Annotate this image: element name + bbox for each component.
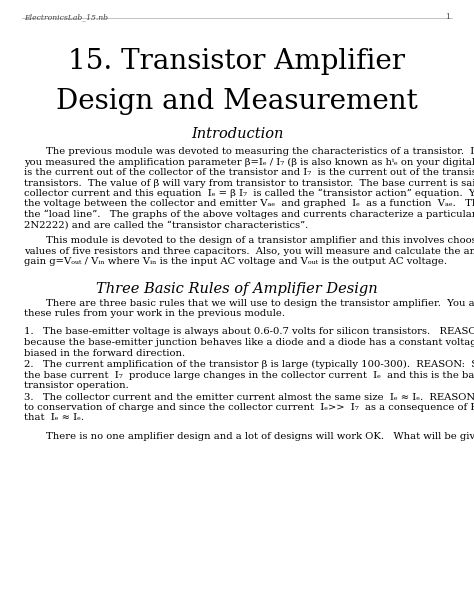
Text: 15. Transistor Amplifier: 15. Transistor Amplifier bbox=[69, 48, 405, 75]
Text: Introduction: Introduction bbox=[191, 127, 283, 141]
Text: you measured the amplification parameter β=Iₑ / I₇ (β is also known as hⁱₑ on yo: you measured the amplification parameter… bbox=[24, 158, 474, 167]
Text: 2N2222) and are called the “transistor characteristics”.: 2N2222) and are called the “transistor c… bbox=[24, 221, 308, 229]
Text: transistor operation.: transistor operation. bbox=[24, 381, 129, 390]
Text: ElectronicsLab_15.nb: ElectronicsLab_15.nb bbox=[24, 13, 108, 21]
Text: that  Iₑ ≈ Iₑ.: that Iₑ ≈ Iₑ. bbox=[24, 414, 84, 422]
Text: collector current and this equation  Iₑ = β I₇  is called the “transistor action: collector current and this equation Iₑ =… bbox=[24, 189, 474, 199]
Text: is the current out of the collector of the transistor and I₇  is the current out: is the current out of the collector of t… bbox=[24, 168, 474, 177]
Text: these rules from your work in the previous module.: these rules from your work in the previo… bbox=[24, 309, 285, 318]
Text: Three Basic Rules of Amplifier Design: Three Basic Rules of Amplifier Design bbox=[96, 281, 378, 295]
Text: gain g=Vₒᵤₜ / Vᵢₙ where Vᵢₙ is the input AC voltage and Vₒᵤₜ is the output AC vo: gain g=Vₒᵤₜ / Vᵢₙ where Vᵢₙ is the input… bbox=[24, 257, 447, 266]
Text: 3.   The collector current and the emitter current almost the same size  Iₑ ≈ Iₑ: 3. The collector current and the emitter… bbox=[24, 392, 474, 402]
Text: to conservation of charge and since the collector current  Iₑ>>  I₇  as a conseq: to conservation of charge and since the … bbox=[24, 403, 474, 412]
Text: 2.   The current amplification of the transistor β is large (typically 100-300).: 2. The current amplification of the tran… bbox=[24, 360, 474, 369]
Text: biased in the forward direction.: biased in the forward direction. bbox=[24, 349, 185, 357]
Text: There are three basic rules that we will use to design the transistor amplifier.: There are three basic rules that we will… bbox=[46, 299, 474, 308]
Text: the voltage between the collector and emitter Vₐₑ  and graphed  Iₑ  as a functio: the voltage between the collector and em… bbox=[24, 199, 474, 208]
Text: transistors.  The value of β will vary from transistor to transistor.  The base : transistors. The value of β will vary fr… bbox=[24, 178, 474, 188]
Text: the base current  I₇  produce large changes in the collector current  Iₑ  and th: the base current I₇ produce large change… bbox=[24, 370, 474, 379]
Text: Design and Measurement: Design and Measurement bbox=[56, 88, 418, 115]
Text: the “load line”.   The graphs of the above voltages and currents characterize a : the “load line”. The graphs of the above… bbox=[24, 210, 474, 219]
Text: This module is devoted to the design of a transistor amplifier and this involves: This module is devoted to the design of … bbox=[46, 236, 474, 245]
Text: because the base-emitter junction behaves like a diode and a diode has a constan: because the base-emitter junction behave… bbox=[24, 338, 474, 347]
Text: values of five resistors and three capacitors.  Also, you will measure and calcu: values of five resistors and three capac… bbox=[24, 246, 474, 256]
Text: The previous module was devoted to measuring the characteristics of a transistor: The previous module was devoted to measu… bbox=[46, 147, 474, 156]
Text: 1: 1 bbox=[445, 13, 450, 21]
Text: 1.   The base-emitter voltage is always about 0.6-0.7 volts for silicon transist: 1. The base-emitter voltage is always ab… bbox=[24, 327, 474, 337]
Text: There is no one amplifier design and a lot of designs will work OK.   What will : There is no one amplifier design and a l… bbox=[46, 432, 474, 441]
